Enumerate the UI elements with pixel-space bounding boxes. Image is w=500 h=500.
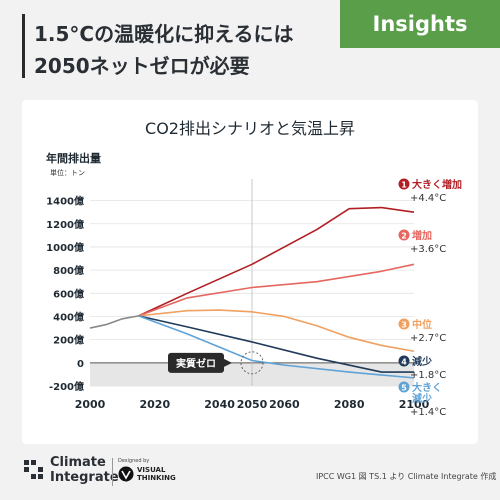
series-number-dot [398, 229, 410, 241]
visual-thinking-logo-text: VISUAL THINKING [137, 466, 176, 482]
series-temp: +3.6°C [410, 244, 446, 255]
source-note: IPCC WG1 図 TS.1 より Climate Integrate 作成 [316, 472, 497, 481]
historical-series-line [89, 315, 139, 329]
series-name: 中位 [412, 318, 432, 331]
chart-title: CO2排出シナリオと気温上昇 [145, 119, 355, 138]
series-name: 減少 [412, 392, 432, 405]
series-line-5 [138, 315, 415, 379]
y-tick-label: -200億 [49, 380, 84, 393]
net-zero-badge: 実質ゼロ [168, 352, 232, 373]
series-line-4 [138, 315, 414, 373]
x-tick-label: 2060 [269, 398, 300, 411]
series-name: 大きく増加 [412, 178, 462, 191]
x-tick-label: 2100 [399, 398, 430, 411]
y-axis-unit: 単位：トン [50, 168, 85, 177]
y-axis-label: 年間排出量 [46, 151, 101, 165]
series-name: 減少 [412, 355, 432, 368]
series-temp: +1.4°C [410, 407, 446, 418]
series-temp: +2.7°C [410, 333, 446, 344]
y-tick-label: 600億 [53, 287, 84, 300]
x-tick-label: 2080 [334, 398, 365, 411]
page-title-line2: 2050ネットゼロが必要 [34, 54, 250, 78]
net-zero-badge-pointer [224, 358, 232, 367]
series-temp: +4.4°C [410, 193, 446, 204]
chart-card: CO2排出シナリオと気温上昇 年間排出量 単位：トン 1400億 1200億 1000億 8… [22, 100, 478, 444]
y-tick-label: 1200億 [46, 218, 84, 231]
series-label-2: 2 増加 +3.6°C [398, 229, 446, 255]
y-tick-label: 800億 [53, 264, 84, 277]
x-tick-label: 2040 [204, 398, 235, 411]
insights-badge: Insights [340, 0, 500, 48]
series-number-dot [398, 178, 410, 190]
series-number-dot [398, 318, 410, 330]
y-tick-label: 200億 [53, 334, 84, 347]
chart-svg: CO2排出シナリオと気温上昇年間排出量単位：トン1400億1200億1000億8… [46, 119, 462, 418]
climate-integrate-logo-text: Climate Integrate [50, 455, 119, 485]
y-tick-label: 1000億 [46, 241, 84, 254]
x-tick-label: 2000 [75, 398, 106, 411]
series-number: 4 [401, 358, 407, 367]
series-name: 大きく [412, 381, 442, 394]
series-line-1 [138, 206, 415, 317]
series-label-4: 4 減少 +1.8°C [398, 355, 446, 381]
x-tick-label: 2050 [237, 398, 268, 411]
net-zero-badge-bg [168, 352, 224, 373]
climate-integrate-logo-icon [24, 460, 43, 479]
page-title-line1: 1.5°Cの温暖化に抑えるには [34, 22, 294, 46]
designed-by-label: Designed by [118, 458, 150, 464]
y-tick-label: 400億 [53, 310, 84, 323]
series-number: 5 [401, 384, 407, 393]
series-number: 1 [401, 181, 407, 190]
series-number-dot [398, 381, 410, 393]
series-name: 増加 [412, 229, 432, 242]
series-number: 2 [401, 232, 407, 241]
series-label-1: 1 大きく増加 +4.4°C [398, 178, 462, 204]
footer-divider [112, 458, 113, 486]
series-label-3: 3 中位 +2.7°C [398, 318, 446, 344]
series-number: 3 [401, 321, 407, 330]
series-temp: +1.8°C [410, 370, 446, 381]
x-tick-label: 2020 [139, 398, 170, 411]
net-zero-circle [240, 351, 264, 375]
visual-thinking-logo-icon [118, 466, 134, 482]
series-line-3 [138, 309, 415, 353]
title-accent-bar [22, 14, 25, 78]
page-title: 1.5°Cの温暖化に抑えるには 2050ネットゼロが必要 [34, 18, 334, 82]
series-line-2 [138, 263, 415, 317]
net-zero-label: 実質ゼロ [176, 357, 216, 370]
series-number-dot [398, 355, 410, 367]
y-tick-label: 0 [77, 359, 84, 370]
y-tick-label: 1400億 [46, 195, 84, 208]
